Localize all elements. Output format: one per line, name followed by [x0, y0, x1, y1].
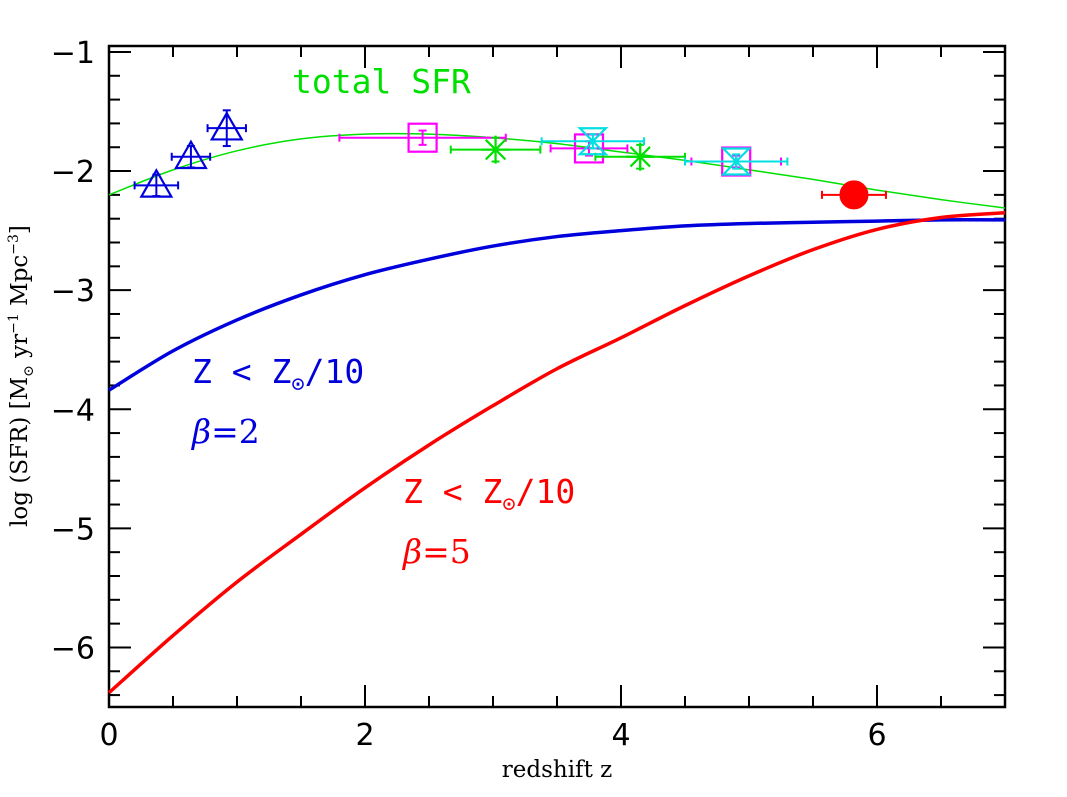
annotation-blue-metallicity: Z < Z⊙/10: [192, 352, 364, 397]
data-point-bowtie: [684, 147, 789, 176]
triangle-marker: [174, 139, 208, 170]
data-point-triangle: [133, 168, 180, 198]
x-tick-label: 6: [867, 718, 886, 753]
x-axis-title: redshift z: [502, 757, 613, 783]
y-tick-label: −5: [51, 512, 95, 547]
triangle-marker: [209, 110, 244, 141]
data-point-triangle: [206, 109, 247, 148]
y-axis-title: log (SFR) [M⊙ yr−1 Mpc−3]: [6, 225, 37, 527]
y-tick-label: −4: [51, 393, 95, 428]
triangle-marker: [139, 168, 174, 198]
y-tick-label: −1: [51, 36, 95, 71]
annotation-red-beta: β=5: [401, 532, 471, 571]
annotation-red-metallicity: Z < Z⊙/10: [403, 472, 575, 517]
data-point-bowtie: [540, 127, 646, 156]
bowtie-marker: [720, 147, 752, 176]
asterisk-stroke: [484, 139, 507, 161]
asterisk-stroke: [629, 146, 651, 168]
bowtie-marker: [577, 127, 609, 156]
series-points: [133, 109, 887, 210]
data-point-circle: [820, 180, 887, 210]
axis-ticks: [108, 46, 1006, 707]
data-point-asterisk: [449, 135, 542, 164]
tick-labels: 0 2 4 6 −1 −2 −3 −4 −5 −6: [51, 36, 887, 753]
series-line-0: [108, 132, 1006, 209]
square-marker: [407, 122, 438, 153]
series-line-1: [108, 218, 1006, 392]
annotation-blue-beta: β=2: [190, 412, 260, 451]
x-tick-label: 0: [99, 718, 118, 753]
y-tick-label: −6: [51, 631, 95, 666]
data-point-triangle: [170, 139, 212, 170]
data-point-square: [338, 122, 507, 153]
x-tick-label: 4: [611, 718, 630, 753]
filled-circle-marker: [839, 180, 869, 210]
y-tick-label: −3: [51, 274, 95, 309]
series-line-2: [107, 210, 1006, 695]
annotation-total-sfr: total SFR: [292, 62, 471, 101]
x-tick-label: 2: [355, 718, 374, 753]
y-tick-label: −2: [51, 155, 95, 190]
data-point-asterisk: [594, 142, 686, 171]
